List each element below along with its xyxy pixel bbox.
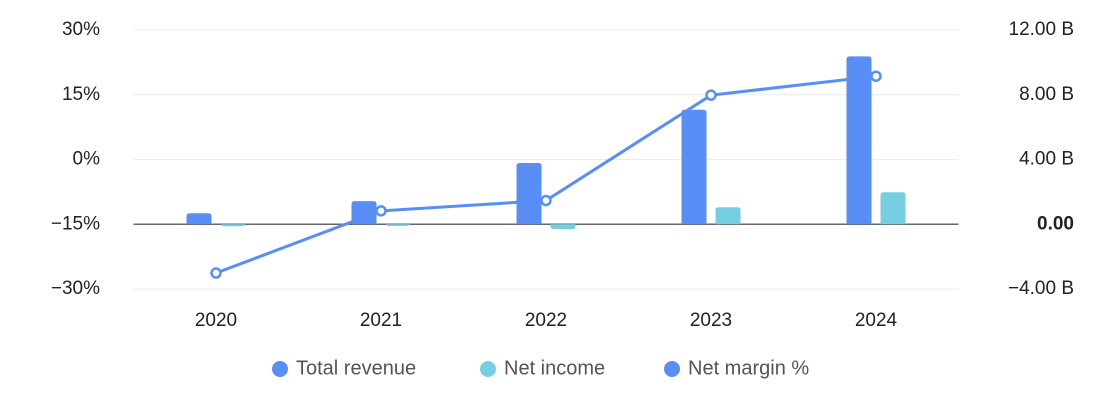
y-tick-label: 0% [73, 149, 101, 170]
bar [186, 213, 212, 225]
y-tick-label: 15% [62, 84, 100, 105]
bar [220, 223, 246, 227]
legend-label: Net margin % [688, 357, 809, 379]
y2-tick-label: −4.00 B [1008, 278, 1074, 299]
legend-swatch [272, 361, 288, 377]
legend-label: Net income [504, 357, 605, 379]
y2-tick-label: 4.00 B [1019, 149, 1074, 170]
x-tick-label: 2021 [360, 310, 402, 331]
bar [681, 109, 707, 225]
legend-swatch [664, 361, 680, 377]
bar [715, 207, 741, 225]
y-tick-label: −30% [51, 278, 100, 299]
line-marker [705, 89, 717, 101]
line-marker [870, 70, 882, 82]
bar [880, 192, 906, 225]
x-tick-label: 2024 [855, 310, 898, 331]
line-marker [210, 267, 222, 279]
line [215, 74, 877, 275]
bar [385, 222, 411, 226]
legend: Total revenue Net income Net margin % [272, 357, 809, 379]
line-marker [540, 194, 552, 207]
x-tick-label: 2023 [690, 310, 732, 331]
x-tick-label: 2020 [195, 310, 237, 331]
legend-label: Total revenue [296, 357, 416, 379]
y2-tick-label: 8.00 B [1019, 84, 1074, 105]
y-tick-label: −15% [51, 213, 100, 234]
y-tick-label: 30% [62, 19, 100, 40]
x-tick-label: 2022 [525, 310, 567, 331]
bar [516, 163, 542, 225]
y2-tick-label: 12.00 B [1009, 19, 1075, 40]
bar [846, 56, 872, 225]
line-marker [375, 205, 387, 217]
bar [550, 224, 576, 230]
legend-swatch [480, 361, 496, 377]
y2-tick-label: 0.00 [1037, 213, 1074, 234]
